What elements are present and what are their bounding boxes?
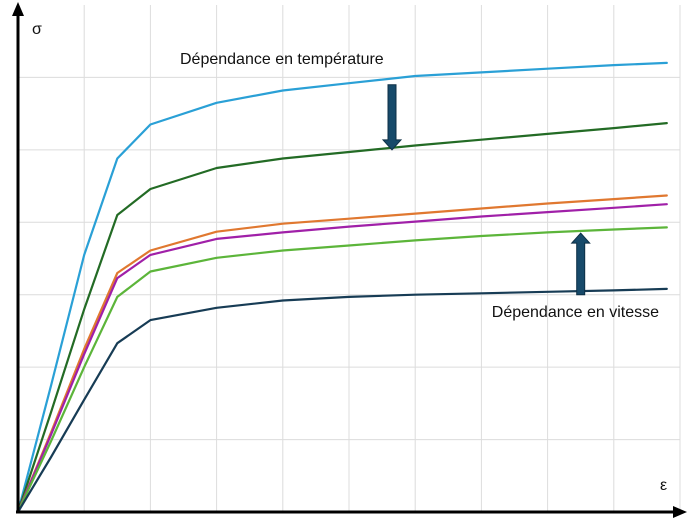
series-line-2 [16, 122, 668, 514]
y-axis-label: σ [32, 21, 42, 38]
annotations: Dépendance en température Dépendance en v… [180, 51, 659, 321]
series-line-1 [16, 61, 668, 514]
annotation-label: Dépendance en température [180, 51, 384, 68]
annotation-arrow-down [381, 84, 403, 151]
annotation-arrow-up [570, 232, 591, 296]
series-line-3 [16, 194, 668, 514]
series-group [16, 61, 668, 514]
y-axis-arrowhead [12, 2, 24, 16]
annotation-label: Dépendance en vitesse [492, 304, 659, 321]
series-line-5 [16, 226, 668, 514]
x-axis-arrowhead [673, 506, 687, 518]
axes [12, 2, 687, 518]
series-line-6 [16, 287, 668, 514]
x-axis-label: ε [660, 477, 667, 494]
grid [18, 5, 681, 512]
series-line-4 [16, 203, 668, 514]
